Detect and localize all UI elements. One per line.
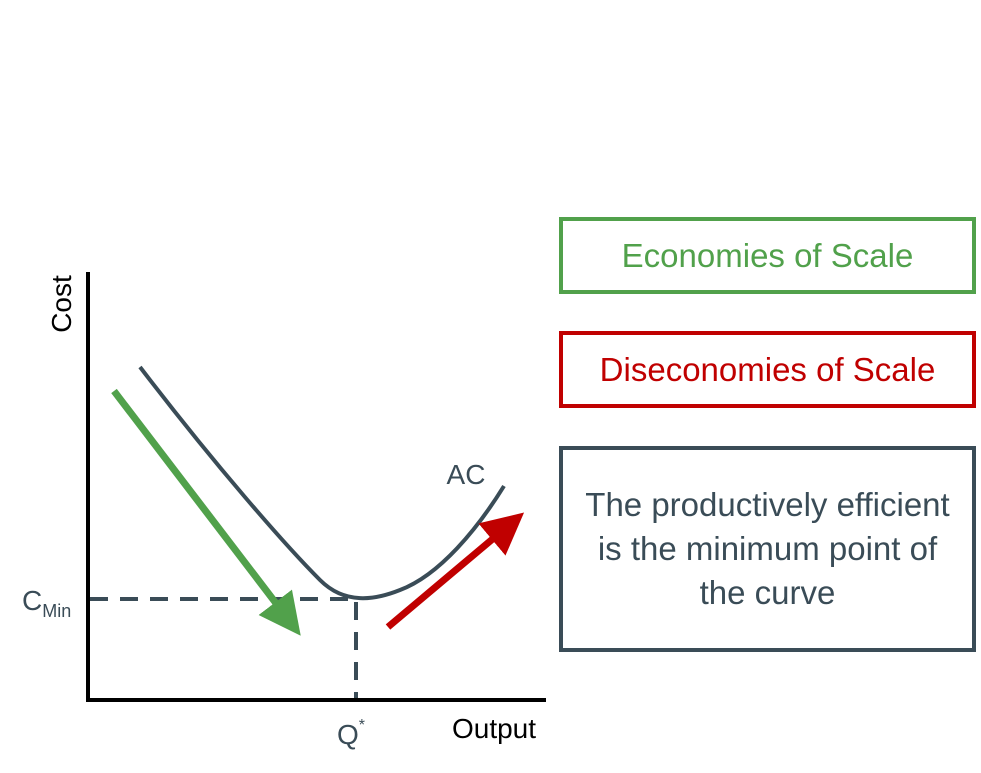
c-min-label-main: C [22, 585, 42, 616]
diseconomies-of-scale-label: Diseconomies of Scale [599, 350, 936, 388]
c-min-label-subscript: Min [42, 601, 71, 621]
ac-curve-label: AC [447, 459, 486, 490]
economies-of-scale-label: Economies of Scale [621, 236, 914, 274]
y-axis-label: Cost [46, 275, 77, 333]
average-cost-curve [138, 365, 506, 601]
q-star-label-main: Q [337, 719, 359, 750]
productive-efficiency-note-box: The productively efficient is the minimu… [559, 446, 976, 652]
diseconomies-of-scale-arrow [385, 512, 525, 630]
q-star-label: Q* [337, 717, 365, 750]
economies-of-scale-legend-box: Economies of Scale [559, 217, 976, 294]
c-min-label: CMin [22, 585, 71, 621]
x-axis-label: Output [452, 713, 536, 744]
diseconomies-of-scale-legend-box: Diseconomies of Scale [559, 331, 976, 408]
productive-efficiency-note: The productively efficient is the minimu… [585, 486, 950, 611]
economies-of-scale-arrow [111, 388, 301, 636]
q-star-label-superscript: * [359, 717, 365, 734]
